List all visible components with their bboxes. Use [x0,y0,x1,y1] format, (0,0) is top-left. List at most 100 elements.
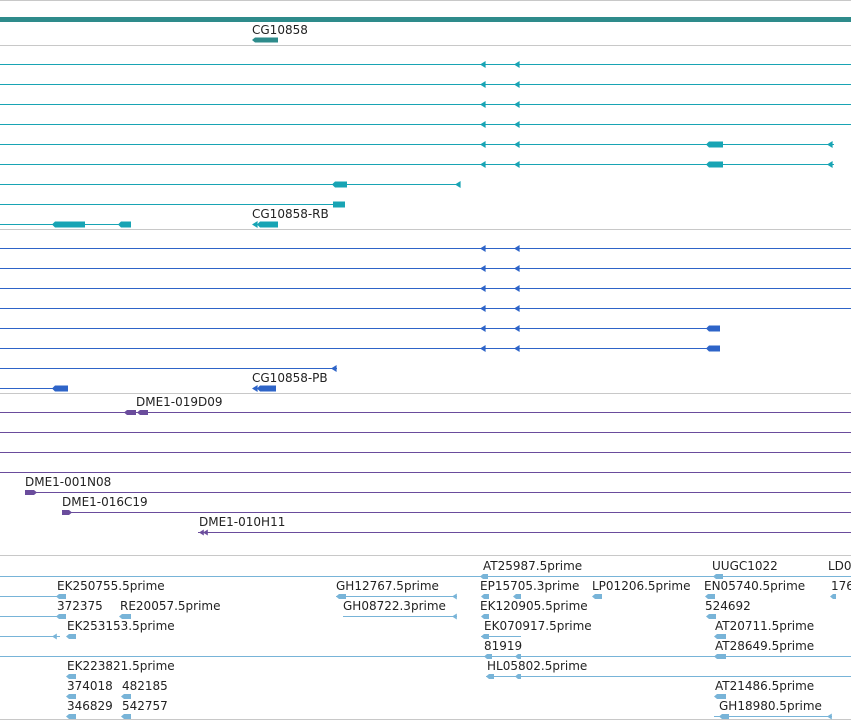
strand-arrow [514,101,520,108]
strand-arrow [514,121,520,128]
est-label[interactable]: GH12767.5prime [336,579,439,593]
clone-label[interactable]: DME1-001N08 [25,475,112,489]
est-label[interactable]: 542757 [122,699,168,713]
strand-arrow [480,285,486,292]
est-label[interactable]: LP01206.5prime [592,579,691,593]
est-label[interactable]: AT20711.5prime [715,619,815,633]
exon-block [713,574,723,579]
strand-arrow [199,529,204,536]
strand-arrow [514,265,520,272]
est-label[interactable]: 482185 [122,679,168,693]
gene-label[interactable]: CG10858 [252,23,308,37]
exon-block [481,614,489,619]
exon-block [66,674,76,679]
strand-arrow [480,305,486,312]
strand-arrow [480,161,486,168]
strand-arrow [514,325,520,332]
est-label[interactable]: RE20057.5prime [120,599,221,613]
track-separator [0,393,851,394]
exon-block [830,594,836,599]
strand-arrow [252,385,258,392]
est-label[interactable]: EK070917.5prime [484,619,592,633]
exon-block [56,594,66,599]
est-label[interactable]: 81919 [484,639,523,653]
exon-block [480,574,488,579]
exon-block [252,37,278,43]
exon-block [714,694,726,699]
exon-block [25,490,37,495]
strand-arrow [480,81,486,88]
exon-block [121,694,131,699]
strand-arrow [480,141,486,148]
strand-arrow [514,345,520,352]
strand-arrow [514,61,520,68]
transcript-label-pb[interactable]: CG10858-PB [252,371,328,385]
est-label[interactable]: AT25987.5prime [483,559,583,573]
strand-arrow [514,81,520,88]
exon-block [119,614,131,619]
est-label[interactable]: 524692 [705,599,751,613]
est-label[interactable]: UUGC1022 [712,559,778,573]
est-label[interactable]: 346829 [67,699,113,713]
strand-arrow [480,265,486,272]
strand-arrow [827,713,832,720]
strand-arrow [514,161,520,168]
est-label[interactable]: 374018 [67,679,113,693]
est-label[interactable]: GH08722.3prime [343,599,446,613]
est-label[interactable]: EK223821.5prime [67,659,175,673]
est-label[interactable]: EP15705.3prime [480,579,580,593]
strand-arrow [480,121,486,128]
strand-arrow [331,365,337,372]
exon-block [714,634,726,639]
strand-arrow [203,529,208,536]
strand-arrow [514,245,520,252]
exon-block [706,161,723,168]
exon-block [706,614,716,619]
exon-block [513,594,521,599]
strand-arrow [455,181,461,188]
exon-block [62,510,72,515]
strand-arrow [480,245,486,252]
est-label[interactable]: EN05740.5prime [704,579,806,593]
transcript-label-rb[interactable]: CG10858-RB [252,207,329,221]
est-label[interactable]: EK253153.5prime [67,619,175,633]
clone-label[interactable]: DME1-016C19 [62,495,148,509]
strand-arrow [514,305,520,312]
est-label[interactable]: 176 [831,579,851,593]
strand-arrow [452,613,457,620]
strand-arrow [514,141,520,148]
clone-label[interactable]: DME1-019D09 [136,395,223,409]
exon-block [706,325,720,332]
exon-block [257,221,278,228]
exon-block [333,201,345,208]
track-separator [0,719,851,720]
est-label[interactable]: 372375 [57,599,103,613]
exon-block [714,654,726,659]
strand-arrow [252,221,258,228]
est-label[interactable]: LD0 [828,559,851,573]
est-label[interactable]: HL05802.5prime [487,659,588,673]
exon-block [66,634,76,639]
clone-label[interactable]: DME1-010H11 [199,515,286,529]
track-separator [0,45,851,46]
strand-arrow [480,101,486,108]
exon-block [121,714,131,719]
strand-arrow [52,633,57,640]
exon-block [66,694,76,699]
est-label[interactable]: EK250755.5prime [57,579,165,593]
gene-span-bar [0,17,851,22]
est-label[interactable]: GH18980.5prime [719,699,822,713]
exon-block [118,221,131,228]
exon-block [481,594,489,599]
exon-block [706,345,720,352]
strand-arrow [452,593,457,600]
exon-block [592,594,602,599]
est-label[interactable]: AT28649.5prime [715,639,815,653]
track-separator [0,555,851,556]
exon-block [52,221,85,228]
est-label[interactable]: AT21486.5prime [715,679,815,693]
est-label[interactable]: EK120905.5prime [480,599,588,613]
exon-block [66,714,76,719]
